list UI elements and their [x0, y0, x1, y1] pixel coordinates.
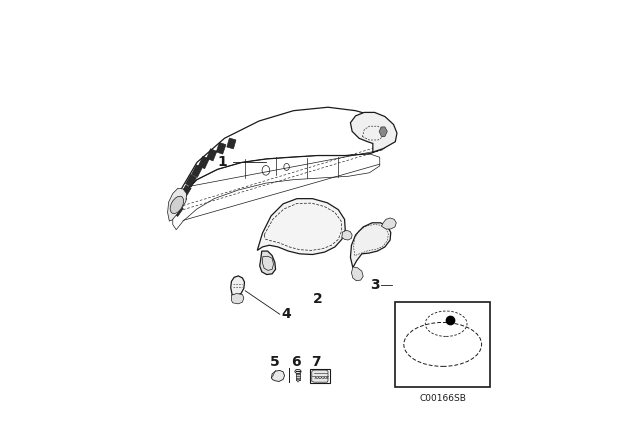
Text: 7: 7 [311, 356, 321, 370]
Ellipse shape [170, 196, 184, 214]
Bar [180, 185, 191, 197]
Text: 1: 1 [218, 155, 228, 169]
Text: C00166SB: C00166SB [419, 394, 466, 403]
Polygon shape [351, 112, 397, 152]
Polygon shape [168, 188, 187, 221]
Polygon shape [260, 251, 276, 275]
Polygon shape [312, 370, 328, 382]
Polygon shape [257, 198, 345, 254]
Polygon shape [231, 276, 244, 295]
Polygon shape [342, 230, 352, 240]
Polygon shape [381, 218, 396, 229]
Text: 4: 4 [282, 307, 291, 321]
Text: 2: 2 [313, 292, 323, 306]
Bar [396, 302, 490, 387]
Polygon shape [351, 223, 391, 267]
Text: 3: 3 [370, 278, 380, 292]
Polygon shape [379, 127, 387, 137]
Bar [216, 142, 226, 154]
Text: 6: 6 [291, 356, 301, 370]
Bar [176, 195, 187, 207]
Bar [191, 165, 202, 177]
Polygon shape [296, 373, 300, 380]
Bar [310, 369, 330, 383]
Bar [186, 174, 196, 187]
Ellipse shape [295, 370, 301, 374]
Bar [198, 156, 209, 169]
Polygon shape [351, 267, 363, 281]
Polygon shape [232, 293, 244, 304]
Text: 5: 5 [269, 356, 280, 370]
Bar [207, 149, 217, 161]
Polygon shape [296, 380, 300, 382]
Bar [227, 138, 236, 149]
Polygon shape [271, 370, 285, 382]
Bar [173, 205, 183, 216]
